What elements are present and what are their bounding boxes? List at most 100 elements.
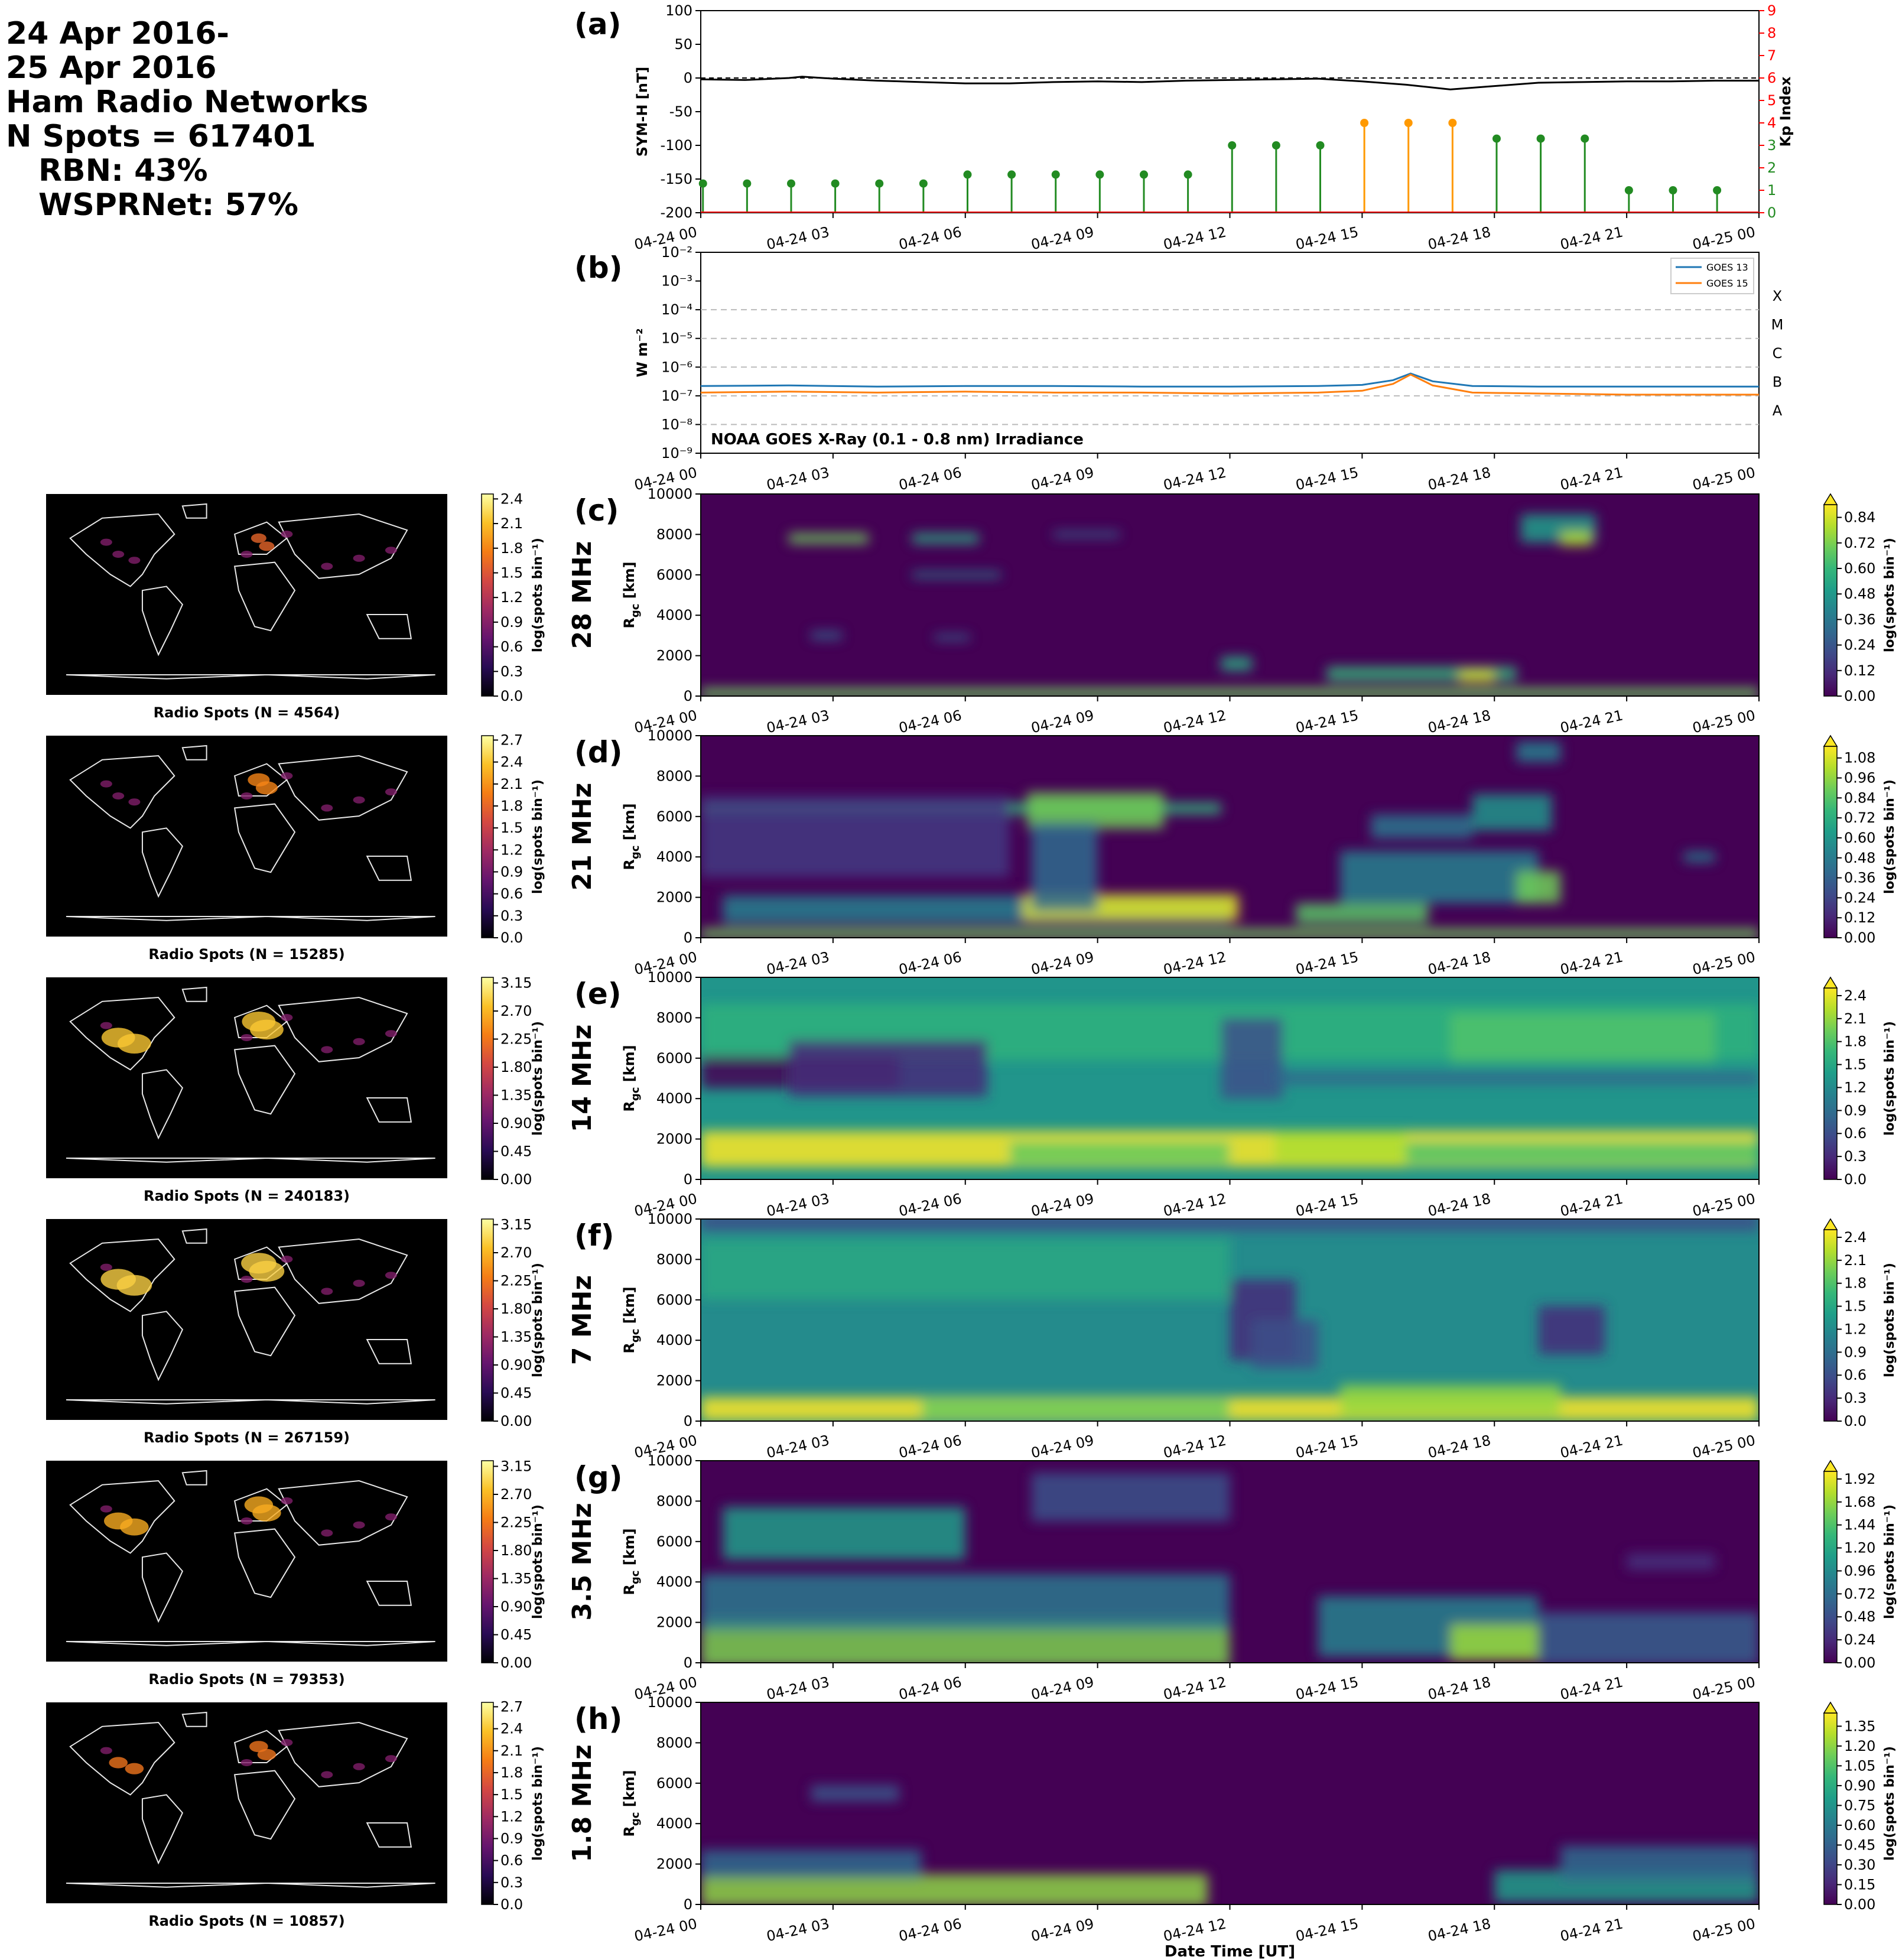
- radio-spot-cluster: [385, 547, 397, 554]
- ylabel-units: [km]: [621, 1286, 638, 1328]
- radio-spot-cluster: [100, 1505, 112, 1513]
- colorbar: [1823, 504, 1838, 697]
- radio-spot-cluster: [281, 531, 293, 538]
- coastline-shape: [69, 1721, 175, 1796]
- radio-spot-cluster: [321, 563, 333, 570]
- colorbar-tick-label: 0.9: [1844, 1102, 1867, 1119]
- heatmap-cell: [912, 533, 979, 544]
- colorbar-tick-label: 1.92: [1844, 1471, 1875, 1487]
- y-right-tick-label: 5: [1767, 92, 1776, 109]
- ylabel-sub: gc: [629, 604, 642, 618]
- colorbar-tick-label: 0.90: [1844, 1777, 1875, 1794]
- colorbar-label: log(spots bin⁻¹): [1882, 779, 1897, 894]
- panel-label: (b): [574, 251, 623, 285]
- map-colorbar-tick-label: 1.8: [500, 540, 523, 557]
- map-colorbar-tick-label: 0.9: [500, 1830, 523, 1847]
- colorbar-tick-label: 1.05: [1844, 1757, 1875, 1774]
- ylabel-sub: gc: [629, 1329, 642, 1343]
- coastline-shape: [233, 521, 288, 555]
- y-right-tick-label: 8: [1767, 25, 1776, 41]
- y-tick-label: -100: [661, 137, 692, 154]
- y-tick-label: 50: [674, 36, 692, 53]
- map-colorbar: [481, 1218, 494, 1422]
- heatmap-cell: [1538, 1306, 1605, 1355]
- y-tick-label: 8000: [656, 768, 692, 784]
- map-colorbar-tick-label: 1.80: [500, 1059, 532, 1075]
- flare-class-label: A: [1773, 402, 1783, 419]
- goes-series-line: [700, 373, 1759, 396]
- kp-marker: [1183, 170, 1192, 179]
- flare-class-label: C: [1773, 345, 1783, 362]
- map-colorbar-tick-label: 1.8: [500, 1764, 523, 1781]
- colorbar-tick-label: 0.3: [1844, 1390, 1867, 1406]
- heatmap-g: [701, 1461, 1759, 1663]
- map-colorbar: [481, 735, 494, 938]
- header-line: 25 Apr 2016: [6, 50, 217, 86]
- figure-header: 24 Apr 2016- 25 Apr 2016 Ham Radio Netwo…: [6, 17, 369, 222]
- colorbar-tick-label: 0.12: [1844, 909, 1875, 926]
- y-tick-label: 6000: [656, 1775, 692, 1792]
- map-colorbar-tick-label: 1.80: [500, 1542, 532, 1559]
- x-axis-label: Date Time [UT]: [1165, 1943, 1295, 1960]
- x-tick-label: 04-24 15: [1294, 1673, 1360, 1703]
- radio-spot-cluster: [281, 1256, 293, 1263]
- heatmap-cell: [701, 688, 1759, 696]
- heatmap-cell: [1472, 794, 1552, 831]
- coastline-shape: [66, 1882, 435, 1888]
- radio-spot-cluster: [385, 1272, 397, 1279]
- colorbar-tick-label: 1.2: [1844, 1079, 1867, 1096]
- colorbar: [1823, 1712, 1838, 1905]
- y-tick-label: 10⁻⁴: [661, 301, 692, 318]
- radio-spot-cluster: [321, 1771, 333, 1779]
- x-tick-label: 04-24 03: [765, 1190, 831, 1220]
- coastlines: [66, 1711, 435, 1888]
- colorbar-extend-arrow: [1823, 1218, 1838, 1230]
- world-map: [46, 977, 447, 1178]
- colorbar-tick-label: 0.24: [1844, 889, 1875, 906]
- heatmap-cell: [1251, 1320, 1318, 1369]
- radio-spot-markers: [100, 1012, 397, 1054]
- coastline-shape: [278, 996, 408, 1062]
- colorbar-tick-label: 0.72: [1844, 810, 1875, 826]
- heatmap-cell: [1371, 814, 1472, 839]
- colorbar-tick-label: 0.75: [1844, 1797, 1875, 1813]
- kp-marker: [698, 179, 707, 188]
- y-tick-label: 6000: [656, 567, 692, 583]
- coastline-shape: [278, 755, 408, 821]
- x-tick-label: 04-24 18: [1426, 948, 1492, 978]
- x-tick-label: 04-24 09: [1030, 1673, 1095, 1703]
- x-tick-label: 04-24 21: [1559, 1673, 1624, 1703]
- map-colorbar-tick-label: 2.4: [500, 490, 523, 507]
- heatmap-cell: [811, 631, 842, 640]
- coastline-shape: [69, 755, 175, 829]
- map-colorbar-tick-label: 2.1: [500, 515, 523, 532]
- colorbar-tick-label: 0.60: [1844, 560, 1875, 577]
- colorbar-tick-label: 1.44: [1844, 1517, 1875, 1533]
- heatmap-blobs: [701, 1003, 1759, 1168]
- heatmap-cell: [811, 1785, 899, 1802]
- map-colorbar-tick-label: 0.90: [500, 1357, 532, 1373]
- radio-spot-cluster: [281, 1739, 293, 1746]
- symh-line: [700, 76, 1759, 90]
- y-tick-label: 4000: [656, 1574, 692, 1590]
- map-colorbar-tick-label: 0.0: [500, 929, 523, 946]
- map-colorbar-tick-label: 2.7: [500, 732, 523, 748]
- radio-spot-cluster: [112, 551, 125, 558]
- kp-marker: [743, 179, 752, 188]
- y-tick-label: 0: [684, 929, 692, 946]
- radio-spot-markers: [100, 1496, 397, 1537]
- coastline-shape: [69, 1480, 175, 1554]
- colorbar-tick-label: 0.24: [1844, 637, 1875, 654]
- x-tick-label: 04-25 00: [1691, 707, 1757, 736]
- colorbar-tick-label: 0.96: [1844, 1562, 1875, 1579]
- radio-spot-cluster: [250, 1019, 284, 1040]
- radio-spot-cluster: [112, 792, 125, 799]
- panel-label: (a): [574, 7, 621, 41]
- heatmap-cell: [1053, 531, 1120, 538]
- kp-marker: [1095, 170, 1104, 179]
- heatmap-cell: [1340, 1384, 1561, 1418]
- map-colorbar-tick-label: 1.2: [500, 1808, 523, 1825]
- kp-marker: [875, 179, 884, 188]
- coastline-shape: [366, 614, 412, 639]
- heatmap-e: [701, 977, 1759, 1179]
